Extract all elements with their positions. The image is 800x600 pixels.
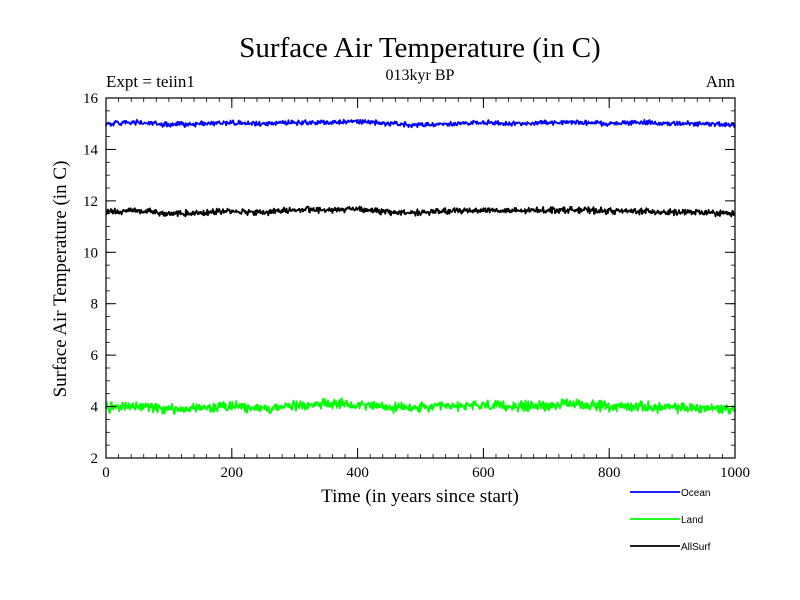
chart-subtitle: 013kyr BP [386,67,455,84]
y-tick-label: 10 [83,245,98,261]
y-tick-label: 12 [83,194,98,210]
y-axis-label: Surface Air Temperature (in C) [50,161,71,398]
ticks-layer: 0 200 400 600 800 1000 2 4 6 8 10 12 14 16 [83,91,750,481]
y-tick-label: 14 [83,142,99,158]
legend-label-ocean: Ocean [681,488,710,499]
x-tick-label: 200 [221,465,244,481]
plot-frame [105,97,736,459]
x-tick-label: 0 [102,465,110,481]
x-tick-label: 1000 [720,465,750,481]
series-line-ocean [105,118,736,129]
y-tick-label: 4 [91,400,99,416]
x-tick-label: 400 [346,465,369,481]
series-line-allsurf [105,205,736,218]
season-label: Ann [706,72,736,91]
legend: Ocean Land AllSurf [630,488,711,553]
x-axis-label: Time (in years since start) [321,486,519,507]
y-tick-label: 8 [91,297,99,313]
y-tick-label: 2 [91,451,99,467]
chart-title: Surface Air Temperature (in C) [239,32,600,64]
legend-label-allsurf: AllSurf [681,542,711,553]
experiment-label: Expt = teiin1 [106,72,195,91]
x-tick-label: 800 [598,465,621,481]
y-tick-label: 6 [91,348,99,364]
x-tick-label: 600 [472,465,495,481]
legend-label-land: Land [681,515,703,526]
y-tick-label: 16 [83,91,99,107]
series-layer [105,118,736,415]
series-line-land [105,397,736,415]
